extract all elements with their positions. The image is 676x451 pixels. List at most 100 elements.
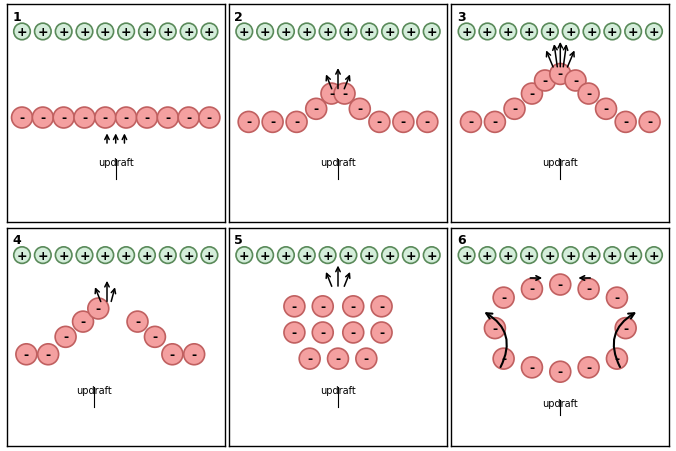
Text: +: +: [100, 26, 111, 39]
Circle shape: [460, 112, 481, 133]
Text: -: -: [351, 300, 356, 313]
Circle shape: [493, 288, 514, 308]
Text: +: +: [301, 26, 312, 39]
Circle shape: [504, 99, 525, 120]
Text: -: -: [501, 352, 506, 365]
Text: +: +: [482, 249, 493, 262]
Text: -: -: [586, 361, 592, 374]
Text: +: +: [281, 26, 291, 39]
Text: +: +: [586, 249, 597, 262]
Circle shape: [625, 24, 642, 41]
Circle shape: [604, 24, 621, 41]
Circle shape: [145, 327, 166, 348]
Circle shape: [299, 348, 320, 369]
Text: +: +: [385, 249, 395, 262]
Text: +: +: [121, 249, 131, 262]
Circle shape: [118, 247, 135, 264]
Text: -: -: [377, 116, 382, 129]
Circle shape: [340, 24, 357, 41]
Circle shape: [521, 357, 542, 378]
Circle shape: [53, 108, 74, 129]
Circle shape: [116, 108, 137, 129]
Circle shape: [180, 247, 197, 264]
Circle shape: [458, 247, 475, 264]
Text: +: +: [281, 249, 291, 262]
Circle shape: [284, 296, 305, 317]
Text: +: +: [545, 26, 555, 39]
Text: -: -: [186, 112, 191, 125]
Circle shape: [646, 247, 662, 264]
Text: +: +: [260, 249, 270, 262]
Text: +: +: [239, 249, 249, 262]
Text: 6: 6: [457, 234, 465, 247]
Text: -: -: [152, 331, 158, 344]
Circle shape: [343, 296, 364, 317]
Text: -: -: [96, 302, 101, 315]
Text: +: +: [482, 26, 493, 39]
Circle shape: [137, 108, 158, 129]
Circle shape: [371, 322, 392, 343]
Text: -: -: [401, 116, 406, 129]
Text: +: +: [121, 26, 131, 39]
Text: -: -: [145, 112, 149, 125]
Circle shape: [578, 84, 599, 105]
Circle shape: [139, 247, 155, 264]
Circle shape: [583, 24, 600, 41]
Text: updraft: updraft: [98, 157, 134, 167]
Text: -: -: [45, 348, 51, 361]
Circle shape: [257, 24, 273, 41]
Text: +: +: [649, 26, 659, 39]
Circle shape: [34, 247, 51, 264]
Text: -: -: [364, 352, 369, 365]
Text: +: +: [58, 26, 69, 39]
Text: +: +: [322, 249, 333, 262]
Text: +: +: [58, 249, 69, 262]
Text: -: -: [24, 348, 29, 361]
Text: -: -: [320, 326, 325, 339]
Text: +: +: [385, 26, 395, 39]
Circle shape: [485, 112, 506, 133]
Text: -: -: [82, 112, 87, 125]
Circle shape: [284, 322, 305, 343]
Circle shape: [578, 357, 599, 378]
Text: +: +: [322, 26, 333, 39]
Text: -: -: [529, 88, 535, 101]
Circle shape: [625, 247, 642, 264]
Circle shape: [328, 348, 348, 369]
Text: +: +: [565, 26, 576, 39]
Text: updraft: updraft: [542, 398, 578, 408]
Text: -: -: [512, 103, 517, 116]
Text: +: +: [524, 26, 534, 39]
Circle shape: [562, 24, 579, 41]
Circle shape: [541, 24, 558, 41]
Circle shape: [201, 24, 218, 41]
Circle shape: [615, 318, 636, 339]
Text: -: -: [468, 116, 473, 129]
Text: -: -: [270, 116, 275, 129]
Circle shape: [139, 24, 155, 41]
Text: -: -: [314, 103, 319, 116]
Circle shape: [521, 247, 537, 264]
Text: -: -: [170, 348, 175, 361]
Circle shape: [319, 24, 336, 41]
Text: +: +: [204, 26, 215, 39]
Text: -: -: [586, 88, 592, 101]
Text: -: -: [558, 278, 563, 291]
Text: +: +: [503, 26, 514, 39]
Text: -: -: [529, 361, 535, 374]
Circle shape: [55, 24, 72, 41]
Text: +: +: [628, 26, 638, 39]
Text: -: -: [379, 326, 384, 339]
Text: -: -: [573, 75, 578, 88]
Text: +: +: [461, 249, 472, 262]
Text: +: +: [142, 26, 152, 39]
Circle shape: [361, 24, 377, 41]
Text: +: +: [628, 249, 638, 262]
Circle shape: [16, 344, 37, 365]
Text: +: +: [343, 249, 354, 262]
Text: -: -: [124, 112, 128, 125]
Text: +: +: [364, 249, 375, 262]
Circle shape: [88, 299, 109, 319]
Circle shape: [521, 84, 542, 105]
Circle shape: [356, 348, 377, 369]
